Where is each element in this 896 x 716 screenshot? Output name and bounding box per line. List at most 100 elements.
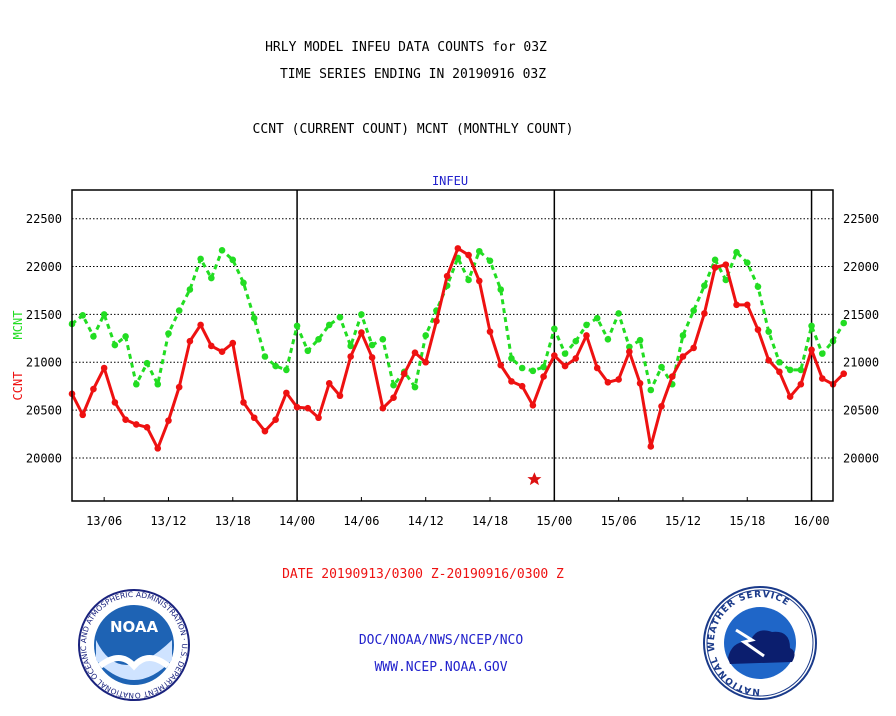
data-point-ccnt — [636, 379, 644, 387]
y-tick-label-right: 22000 — [843, 260, 879, 274]
data-point-ccnt — [508, 378, 515, 385]
data-point-mcnt — [111, 341, 119, 349]
data-point-mcnt — [390, 381, 397, 389]
data-point-mcnt — [497, 286, 505, 293]
data-point-ccnt — [304, 404, 312, 412]
data-point-mcnt — [593, 314, 601, 322]
data-point-ccnt — [808, 346, 815, 354]
data-point-mcnt — [818, 350, 826, 357]
data-point-mcnt — [636, 336, 644, 344]
x-tick-label: 16/00 — [794, 514, 830, 528]
y-tick-label-right: 20000 — [843, 451, 879, 465]
y-label-ccnt: CCNT — [11, 372, 25, 401]
data-point-mcnt — [743, 259, 751, 267]
data-point-mcnt — [529, 367, 537, 375]
data-point-ccnt — [679, 353, 687, 360]
x-tick-label: 14/18 — [472, 514, 508, 528]
data-point-ccnt — [711, 264, 719, 271]
series-ccnt — [68, 245, 848, 452]
data-point-ccnt — [283, 389, 290, 397]
data-point-ccnt — [776, 368, 783, 376]
data-point-ccnt — [497, 361, 505, 369]
y-tick-label-left: 22000 — [26, 260, 62, 274]
data-point-ccnt — [229, 339, 237, 347]
data-point-mcnt — [250, 314, 258, 322]
data-point-mcnt — [336, 313, 344, 321]
data-point-ccnt — [208, 342, 215, 350]
data-point-mcnt — [776, 358, 783, 366]
data-point-mcnt — [475, 247, 483, 255]
data-point-mcnt — [411, 383, 419, 391]
x-tick-label: 15/00 — [536, 514, 572, 528]
y-tick-labels: 20000 20000 20500 20500 21000 21000 21500 21500… — [26, 212, 879, 465]
plot-border — [71, 189, 834, 502]
data-point-ccnt — [433, 317, 440, 325]
data-point-ccnt — [79, 411, 87, 419]
data-point-mcnt — [508, 355, 515, 362]
data-point-mcnt — [79, 312, 87, 319]
y-label-mcnt: MCNT — [11, 311, 25, 340]
data-point-mcnt — [368, 341, 376, 349]
data-point-ccnt — [529, 402, 537, 409]
data-point-mcnt — [765, 328, 772, 335]
data-point-mcnt — [701, 282, 708, 289]
data-point-ccnt — [218, 348, 226, 356]
data-point-mcnt — [722, 276, 730, 284]
data-point-mcnt — [551, 325, 558, 333]
series-mcnt — [68, 246, 848, 394]
grid-lines — [72, 218, 833, 459]
data-point-ccnt — [701, 310, 708, 317]
y-tick-label-left: 21000 — [26, 356, 62, 370]
data-point-ccnt — [240, 399, 247, 406]
data-point-ccnt — [733, 301, 740, 309]
data-point-mcnt — [315, 335, 322, 343]
data-series — [68, 245, 848, 452]
data-point-ccnt — [347, 353, 354, 360]
data-point-ccnt — [293, 403, 301, 411]
data-point-mcnt — [808, 322, 815, 330]
data-point-mcnt — [90, 333, 97, 340]
y-tick-label-left: 21500 — [26, 308, 62, 322]
x-tick-label: 15/12 — [665, 514, 701, 528]
data-point-ccnt — [336, 392, 344, 400]
x-tick-label: 13/06 — [86, 514, 122, 528]
data-point-ccnt — [551, 352, 558, 359]
data-point-ccnt — [518, 382, 526, 390]
data-point-ccnt — [261, 427, 269, 435]
data-point-mcnt — [133, 380, 140, 388]
data-point-ccnt — [797, 380, 805, 388]
data-point-mcnt — [218, 246, 226, 254]
data-point-ccnt — [593, 364, 601, 372]
data-point-mcnt — [797, 366, 805, 374]
data-point-mcnt — [154, 380, 162, 388]
data-point-ccnt — [583, 332, 590, 339]
data-point-ccnt — [315, 414, 322, 422]
y-tick-label-left: 20500 — [26, 404, 62, 418]
data-point-ccnt — [165, 417, 172, 424]
data-point-mcnt — [379, 335, 387, 343]
data-point-mcnt — [518, 364, 526, 372]
data-point-ccnt — [615, 376, 622, 383]
data-point-mcnt — [283, 366, 290, 374]
data-point-ccnt — [561, 362, 569, 370]
data-point-ccnt — [626, 348, 633, 356]
y-tick-label-right: 21500 — [843, 308, 879, 322]
data-point-mcnt — [240, 279, 247, 287]
website-link[interactable]: WWW.NCEP.NOAA.GOV — [374, 660, 507, 675]
data-point-mcnt — [583, 321, 590, 329]
data-point-ccnt — [390, 394, 397, 401]
y-tick-label-right: 21000 — [843, 356, 879, 370]
data-point-mcnt — [754, 283, 762, 290]
date-range-label: DATE 20190913/0300 Z-20190916/0300 Z — [282, 567, 564, 582]
data-point-mcnt — [304, 347, 312, 355]
data-point-mcnt — [358, 311, 365, 318]
data-point-ccnt — [840, 370, 848, 378]
data-point-ccnt — [379, 404, 387, 412]
data-point-ccnt — [690, 344, 697, 352]
nws-logo: NATIONAL WEATHER SERVICE — [527, 472, 817, 700]
y-tick-label-left: 22500 — [26, 212, 62, 226]
data-point-ccnt — [658, 402, 665, 410]
data-point-mcnt — [229, 256, 237, 264]
data-point-mcnt — [561, 350, 569, 357]
data-point-ccnt — [272, 416, 279, 423]
